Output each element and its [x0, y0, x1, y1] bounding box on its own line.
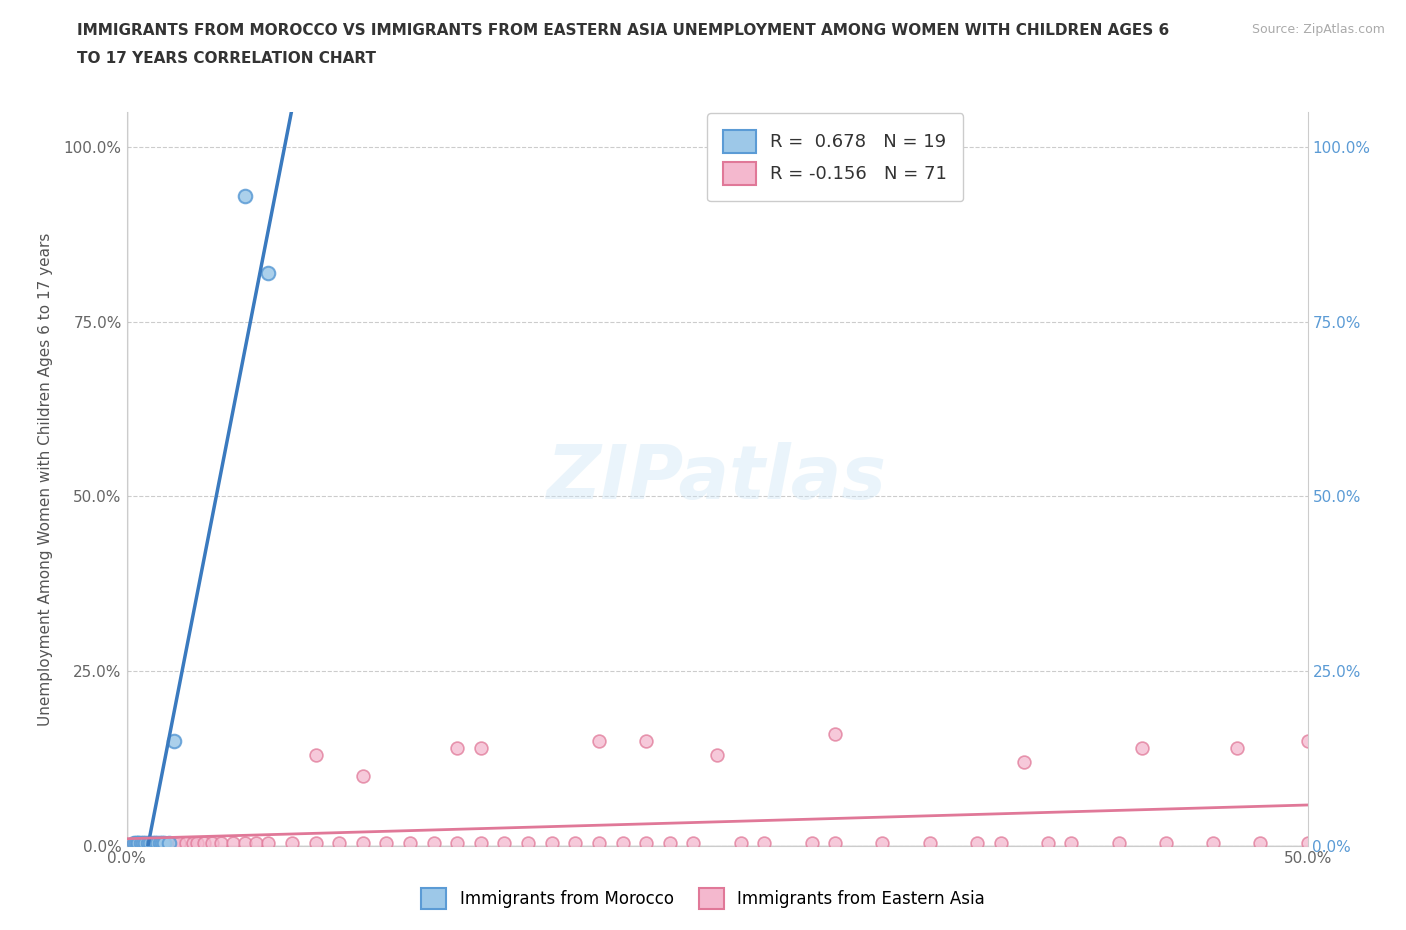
Point — [149, 835, 172, 850]
Point — [174, 835, 197, 850]
Point — [966, 835, 988, 850]
Point — [1202, 835, 1225, 850]
Point — [134, 835, 156, 850]
Point — [143, 835, 166, 850]
Legend: Immigrants from Morocco, Immigrants from Eastern Asia: Immigrants from Morocco, Immigrants from… — [413, 880, 993, 917]
Point — [564, 835, 586, 850]
Point — [446, 835, 468, 850]
Text: IMMIGRANTS FROM MOROCCO VS IMMIGRANTS FROM EASTERN ASIA UNEMPLOYMENT AMONG WOMEN: IMMIGRANTS FROM MOROCCO VS IMMIGRANTS FR… — [77, 23, 1170, 38]
Point — [122, 835, 145, 850]
Point — [233, 835, 256, 850]
Point — [470, 741, 492, 756]
Point — [153, 835, 176, 850]
Point — [150, 835, 173, 850]
Point — [150, 835, 173, 850]
Point — [636, 734, 658, 749]
Text: Source: ZipAtlas.com: Source: ZipAtlas.com — [1251, 23, 1385, 36]
Point — [132, 835, 155, 850]
Point — [167, 835, 190, 850]
Point — [540, 835, 562, 850]
Point — [129, 835, 152, 850]
Point — [141, 835, 163, 850]
Point — [588, 734, 610, 749]
Point — [800, 835, 823, 850]
Point — [399, 835, 422, 850]
Point — [754, 835, 776, 850]
Point — [127, 835, 149, 850]
Point — [824, 727, 846, 742]
Point — [141, 835, 163, 850]
Point — [181, 835, 204, 850]
Point — [139, 835, 162, 850]
Point — [1108, 835, 1130, 850]
Point — [517, 835, 540, 850]
Point — [470, 835, 492, 850]
Point — [233, 188, 256, 203]
Point — [1060, 835, 1083, 850]
Point — [136, 835, 159, 850]
Point — [127, 835, 149, 850]
Point — [1296, 734, 1319, 749]
Point — [127, 835, 149, 850]
Point — [1154, 835, 1177, 850]
Point — [352, 769, 374, 784]
Legend: R =  0.678   N = 19, R = -0.156   N = 71: R = 0.678 N = 19, R = -0.156 N = 71 — [707, 113, 963, 201]
Y-axis label: Unemployment Among Women with Children Ages 6 to 17 years: Unemployment Among Women with Children A… — [38, 232, 52, 725]
Point — [636, 835, 658, 850]
Point — [257, 265, 280, 280]
Point — [824, 835, 846, 850]
Point — [186, 835, 208, 850]
Point — [658, 835, 681, 850]
Point — [281, 835, 304, 850]
Point — [146, 835, 169, 850]
Point — [706, 748, 728, 763]
Point — [352, 835, 374, 850]
Point — [132, 835, 155, 850]
Point — [222, 835, 245, 850]
Point — [129, 835, 152, 850]
Point — [730, 835, 752, 850]
Point — [918, 835, 941, 850]
Point — [304, 835, 326, 850]
Point — [125, 835, 148, 850]
Point — [153, 835, 176, 850]
Point — [422, 835, 444, 850]
Point — [163, 835, 186, 850]
Point — [990, 835, 1012, 850]
Point — [1226, 741, 1249, 756]
Point — [139, 835, 162, 850]
Point — [1130, 741, 1153, 756]
Point — [125, 835, 148, 850]
Point — [304, 748, 326, 763]
Point — [157, 835, 180, 850]
Point — [257, 835, 280, 850]
Point — [157, 835, 180, 850]
Point — [146, 835, 169, 850]
Point — [136, 835, 159, 850]
Point — [612, 835, 634, 850]
Point — [209, 835, 232, 850]
Point — [446, 741, 468, 756]
Text: ZIPatlas: ZIPatlas — [547, 443, 887, 515]
Point — [1036, 835, 1059, 850]
Text: TO 17 YEARS CORRELATION CHART: TO 17 YEARS CORRELATION CHART — [77, 51, 377, 66]
Point — [143, 835, 166, 850]
Point — [163, 734, 186, 749]
Point — [122, 835, 145, 850]
Point — [375, 835, 398, 850]
Point — [1296, 835, 1319, 850]
Point — [588, 835, 610, 850]
Point — [193, 835, 215, 850]
Point — [1012, 755, 1035, 770]
Point — [200, 835, 222, 850]
Point — [134, 835, 156, 850]
Point — [872, 835, 894, 850]
Point — [494, 835, 516, 850]
Point — [328, 835, 350, 850]
Point — [245, 835, 267, 850]
Point — [682, 835, 704, 850]
Point — [1249, 835, 1271, 850]
